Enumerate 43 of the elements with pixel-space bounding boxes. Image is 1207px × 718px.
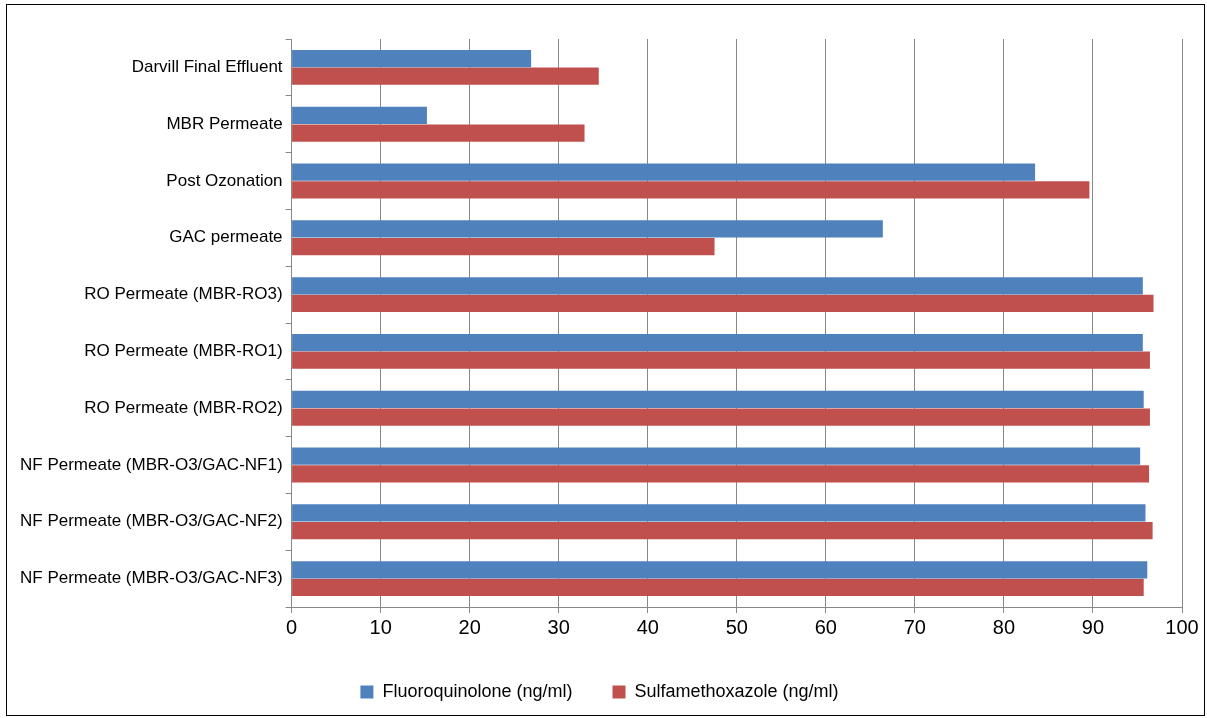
y-tick-label: NF Permeate (MBR-O3/GAC-NF3) (19, 568, 283, 588)
legend-label: Fluoroquinolone (ng/ml) (382, 680, 573, 701)
x-tick-label: 80 (992, 615, 1016, 638)
y-tick-label: RO Permeate (MBR-RO2) (84, 397, 283, 417)
bar (292, 49, 532, 68)
y-tick-label: NF Permeate (MBR-O3/GAC-NF2) (19, 511, 283, 531)
x-tick-label: 40 (636, 615, 659, 638)
y-tick-label: RO Permeate (MBR-RO3) (84, 284, 283, 304)
x-tick-label: 30 (547, 615, 570, 638)
bar (292, 294, 1154, 313)
y-tick-label: RO Permeate (MBR-RO1) (84, 341, 283, 361)
bar (292, 106, 427, 125)
legend-label: Sulfamethoxazole (ng/ml) (634, 680, 839, 701)
bar (292, 181, 1090, 199)
bar (292, 277, 1143, 295)
bar (292, 561, 1148, 579)
bar (292, 237, 715, 256)
x-tick-label: 60 (814, 615, 837, 638)
bar (292, 578, 1144, 597)
y-tick-label: Darvill Final Effluent (131, 57, 283, 77)
bar (292, 390, 1144, 409)
x-tick-label: 20 (458, 615, 481, 638)
y-tick-label: MBR Permeate (166, 113, 283, 133)
bar (292, 163, 1036, 181)
bar (292, 351, 1150, 369)
bar (292, 333, 1143, 352)
x-tick-label: 50 (725, 615, 748, 638)
bar (292, 124, 585, 142)
bar (292, 67, 599, 85)
bar (292, 465, 1150, 483)
y-tick-label: Post Ozonation (166, 170, 283, 190)
bar (292, 521, 1153, 540)
x-tick-label: 70 (903, 615, 926, 638)
y-tick-label: NF Permeate (MBR-O3/GAC-NF1) (19, 454, 283, 474)
x-tick-label: 10 (369, 615, 392, 638)
bar (292, 447, 1141, 465)
x-tick-label: 0 (286, 615, 298, 638)
bar (292, 220, 883, 238)
bar (292, 504, 1146, 522)
x-tick-label: 90 (1081, 615, 1105, 638)
y-tick-label: GAC permeate (169, 227, 283, 247)
bar (292, 408, 1150, 426)
x-tick-label: 100 (1165, 615, 1199, 638)
